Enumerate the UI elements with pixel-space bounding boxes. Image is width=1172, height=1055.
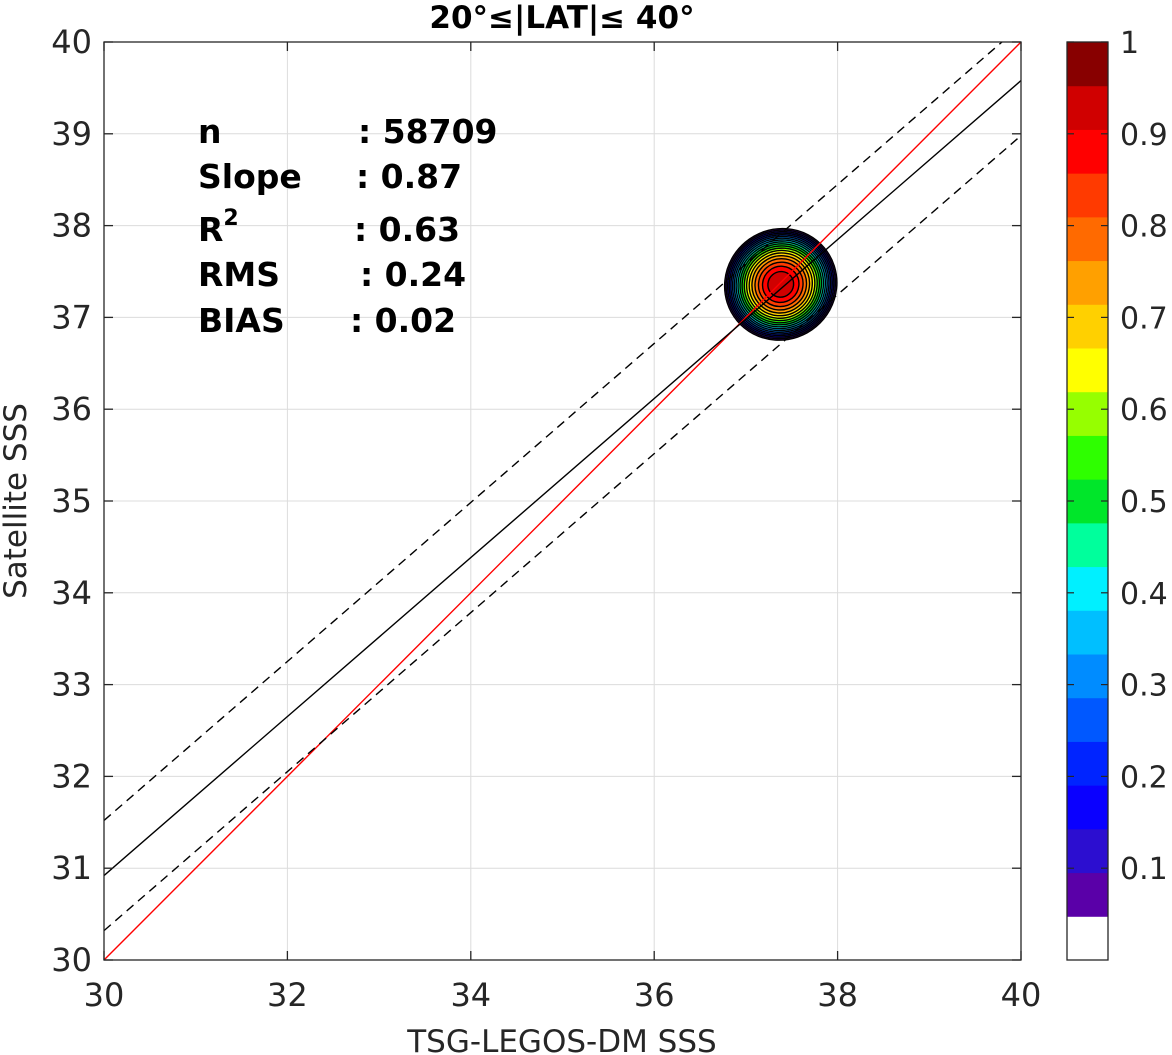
stat-n-name: n — [198, 112, 222, 151]
axis-ticks — [103, 41, 1022, 961]
colorbar-segment-8 — [1067, 566, 1108, 611]
y-tick-labels: 30 31 32 33 34 35 36 37 38 39 40 — [51, 23, 92, 979]
colorbar — [1067, 42, 1108, 961]
y-tick-label-9: 39 — [51, 115, 92, 153]
colorbar-segment-3 — [1067, 785, 1108, 830]
stat-n-value: : 58709 — [358, 112, 498, 151]
regression-line — [104, 80, 1021, 877]
colorbar-ticks — [1067, 41, 1108, 869]
colorbar-label-8: 0.9 — [1120, 118, 1168, 153]
colorbar-segment-4 — [1067, 741, 1108, 786]
colorbar-segment-1 — [1067, 872, 1108, 917]
colorbar-label-0: 0.1 — [1120, 852, 1168, 887]
chart-title: 20°≤|LAT|≤ 40° — [429, 0, 694, 36]
colorbar-label-4: 0.5 — [1120, 485, 1168, 520]
colorbar-segment-16 — [1067, 216, 1108, 262]
colorbar-labels: 0.1 0.2 0.3 0.4 0.5 0.6 0.7 0.8 0.9 1 — [1120, 26, 1168, 887]
stat-r2-superscript: 2 — [223, 206, 238, 231]
colorbar-segment-0 — [1067, 916, 1108, 961]
stat-bias-name: BIAS — [198, 301, 285, 340]
grid — [103, 41, 1022, 961]
y-tick-label-8: 38 — [51, 207, 92, 245]
density-contours — [723, 227, 838, 341]
y-tick-label-4: 34 — [51, 574, 92, 612]
colorbar-segment-19 — [1067, 85, 1108, 130]
x-tick-label-4: 38 — [817, 976, 858, 1014]
y-tick-label-0: 30 — [51, 941, 92, 979]
y-tick-label-1: 31 — [51, 849, 92, 887]
colorbar-segment-20 — [1067, 42, 1108, 87]
statistics-box: n : 58709 Slope : 0.87 R2 : 0.63 RMS : 0… — [198, 112, 498, 340]
x-tick-labels: 30 32 34 36 38 40 — [84, 976, 1042, 1014]
y-tick-label-3: 33 — [51, 666, 92, 704]
colorbar-label-1: 0.2 — [1120, 760, 1168, 795]
colorbar-label-6: 0.7 — [1120, 301, 1168, 336]
colorbar-segment-17 — [1067, 173, 1108, 218]
y-tick-label-6: 36 — [51, 390, 92, 428]
y-tick-label-2: 32 — [51, 757, 92, 795]
colorbar-label-7: 0.8 — [1120, 210, 1168, 245]
x-tick-label-0: 30 — [84, 976, 125, 1014]
reference-lines — [104, 42, 1021, 960]
stat-rms-value: : 0.24 — [360, 255, 466, 294]
stat-r2-name: R2 — [198, 206, 239, 249]
y-tick-label-7: 37 — [51, 298, 92, 336]
stat-r2-value: : 0.63 — [354, 210, 460, 249]
colorbar-segment-18 — [1067, 129, 1108, 174]
y-tick-label-5: 35 — [51, 482, 92, 520]
colorbar-segment-2 — [1067, 828, 1108, 874]
colorbar-segment-11 — [1067, 435, 1108, 480]
colorbar-label-3: 0.4 — [1120, 577, 1168, 612]
colorbar-segment-13 — [1067, 348, 1108, 393]
regression-upper-line — [104, 42, 1004, 821]
y-tick-label-10: 40 — [51, 23, 92, 61]
colorbar-segment-7 — [1067, 610, 1108, 655]
x-axis-label: TSG-LEGOS-DM SSS — [406, 1024, 716, 1055]
colorbar-label-9: 1 — [1120, 26, 1139, 61]
regression-lower-line — [104, 135, 1021, 932]
density-contour-group — [723, 227, 838, 341]
stat-rms-name: RMS — [198, 255, 280, 294]
stat-r2-base: R — [198, 210, 223, 249]
colorbar-segment-5 — [1067, 697, 1108, 742]
x-tick-label-2: 34 — [450, 976, 491, 1014]
stat-bias-value: : 0.02 — [350, 301, 456, 340]
colorbar-segment-6 — [1067, 654, 1108, 699]
x-tick-label-5: 40 — [1001, 976, 1042, 1014]
colorbar-label-2: 0.3 — [1120, 669, 1168, 704]
y-axis-label: Satellite SSS — [0, 403, 34, 599]
colorbar-segment-14 — [1067, 304, 1108, 349]
stat-slope-value: : 0.87 — [356, 157, 462, 196]
colorbar-segment-15 — [1067, 260, 1108, 305]
stat-slope-name: Slope — [198, 157, 302, 196]
one-to-one-line — [104, 42, 1021, 960]
x-tick-label-1: 32 — [267, 976, 308, 1014]
colorbar-segment-12 — [1067, 391, 1108, 436]
colorbar-label-5: 0.6 — [1120, 393, 1168, 428]
x-tick-label-3: 36 — [634, 976, 675, 1014]
colorbar-segment-9 — [1067, 522, 1108, 568]
